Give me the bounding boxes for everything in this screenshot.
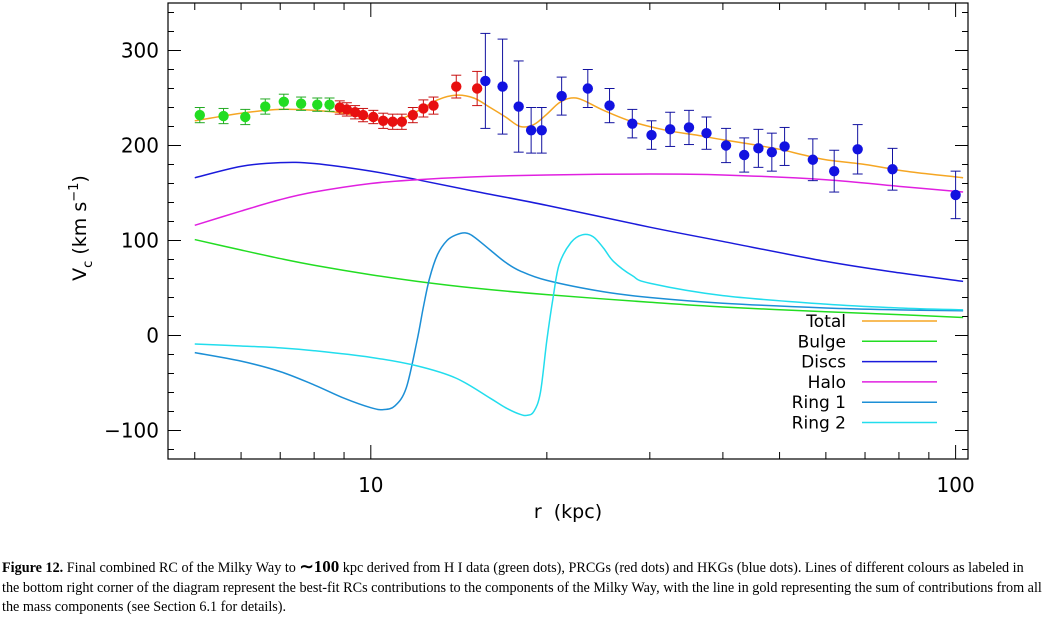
plot-border <box>167 2 969 460</box>
model-lines <box>194 94 964 417</box>
data-point-h-i <box>295 98 307 109</box>
data-point-hkgs <box>664 124 676 135</box>
data-point-prcgs <box>396 116 408 127</box>
data-point-prcgs <box>357 109 369 121</box>
data-point-hkgs <box>720 140 732 151</box>
data-point-prcgs <box>377 115 389 127</box>
legend-label-ring-1: Ring 1 <box>792 393 846 413</box>
series-line-ring-1 <box>194 232 964 411</box>
data-point-hkgs <box>582 83 594 94</box>
data-point-hkgs <box>480 75 491 87</box>
y-tick-label: −100 <box>104 419 159 443</box>
y-axis-label-unit: (km s <box>69 202 91 261</box>
x-tick-label: 10 <box>358 473 383 497</box>
y-tick-label: 300 <box>121 39 159 63</box>
data-point-hkgs <box>627 118 638 129</box>
series-line-halo <box>194 173 964 227</box>
data-points <box>194 32 961 220</box>
data-point-hkgs <box>753 143 764 154</box>
data-point-prcgs <box>428 100 439 111</box>
x-tick-label: 100 <box>937 473 975 497</box>
y-axis-label-base: V <box>69 268 91 281</box>
caption-text-end: kpc derived from H I data (green dots), … <box>2 560 1042 615</box>
data-point-hkgs <box>807 154 819 165</box>
data-point-prcgs <box>341 104 353 115</box>
data-point-prcgs <box>387 116 398 127</box>
data-point-hkgs <box>513 101 524 112</box>
data-point-hkgs <box>604 100 615 111</box>
series-line-bulge <box>194 238 964 319</box>
data-point-hkgs <box>525 125 537 136</box>
data-point-h-i <box>278 96 290 108</box>
y-tick-label: 100 <box>121 229 159 253</box>
data-point-hkgs <box>950 189 961 201</box>
data-point-hkgs <box>887 164 898 175</box>
series-line-discs <box>194 161 964 283</box>
data-point-h-i <box>260 101 271 112</box>
caption-label: Figure 12. <box>2 560 64 576</box>
data-point-hkgs <box>779 141 790 152</box>
data-point-hkgs <box>701 127 712 139</box>
data-point-hkgs <box>766 146 778 158</box>
y-tick-label: 0 <box>146 324 159 348</box>
data-point-h-i <box>240 111 251 123</box>
data-point-prcgs <box>471 83 483 94</box>
legend-label-ring-2: Ring 2 <box>792 414 846 434</box>
data-point-hkgs <box>683 122 695 133</box>
data-point-hkgs <box>646 129 657 141</box>
data-point-h-i <box>194 109 205 121</box>
data-point-hkgs <box>497 81 508 92</box>
data-point-prcgs <box>368 111 379 123</box>
plot-frame <box>167 2 969 460</box>
legend-label-bulge: Bulge <box>798 332 846 352</box>
data-point-h-i <box>324 99 335 110</box>
y-axis-label: Vc (km s−1) <box>67 175 96 281</box>
y-tick-label: 200 <box>121 134 159 158</box>
data-point-prcgs <box>349 107 361 118</box>
y-axis-label-sub: c <box>81 261 96 268</box>
data-point-hkgs <box>738 149 750 161</box>
series-line-ring-2 <box>194 233 964 417</box>
y-axis-label-unit-close: ) <box>69 175 91 182</box>
caption-text-start: Final combined RC of the Milky Way to <box>63 560 300 576</box>
data-point-hkgs <box>852 144 863 155</box>
data-point-prcgs <box>418 103 429 114</box>
legend-label-discs: Discs <box>801 353 846 373</box>
data-point-prcgs <box>451 81 462 92</box>
legend-label-halo: Halo <box>808 373 846 393</box>
data-point-h-i <box>312 99 323 110</box>
data-point-prcgs <box>407 109 419 121</box>
data-point-hkgs <box>828 165 840 177</box>
data-point-hkgs <box>556 90 567 102</box>
series-line-total <box>194 94 964 179</box>
data-point-hkgs <box>536 125 547 136</box>
caption-approx-value: ∼100 <box>299 557 340 576</box>
axis-ticks <box>168 3 968 459</box>
legend-label-total: Total <box>805 312 846 332</box>
x-axis-label: r (kpc) <box>534 501 602 523</box>
figure-caption: Figure 12. Final combined RC of the Milk… <box>2 557 1044 618</box>
y-axis-label-unit-sup: −1 <box>67 183 82 202</box>
data-point-h-i <box>218 110 229 122</box>
axis-tick-labels: −100 0 100 200 300 10 100 <box>104 39 975 498</box>
